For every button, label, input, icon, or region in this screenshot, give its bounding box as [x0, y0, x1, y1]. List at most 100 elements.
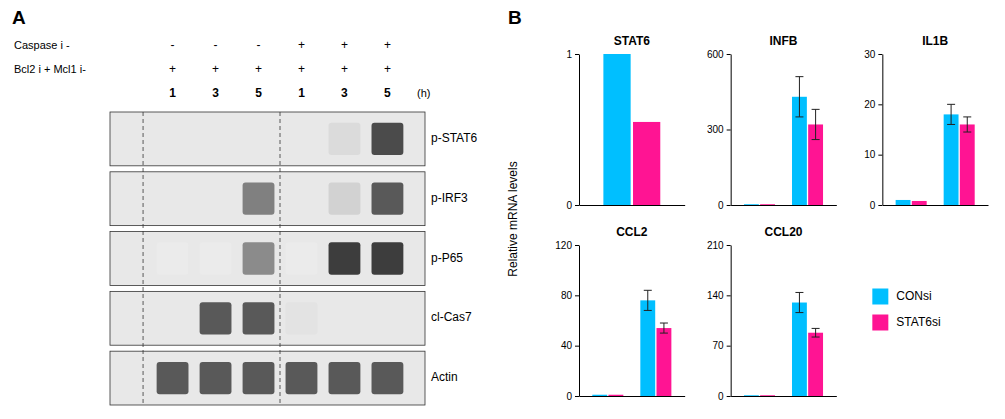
error-bar — [812, 109, 820, 139]
lane-label: + — [298, 38, 305, 52]
bar — [640, 300, 655, 396]
axis-line — [883, 205, 989, 206]
error-bar — [812, 328, 820, 337]
y-axis: 0 40 80 120 — [555, 240, 579, 402]
band-box — [110, 291, 425, 345]
tick-mark — [727, 205, 731, 206]
header-label: (h) — [417, 87, 430, 99]
bands — [157, 123, 404, 394]
error-bar — [660, 323, 668, 333]
bar-chart: 0300600INFB — [707, 34, 837, 211]
band — [286, 302, 318, 334]
y-tick: 10 — [864, 149, 882, 160]
tick-mark — [575, 295, 579, 296]
tick-mark — [878, 104, 882, 105]
bar-chart: 04080120CCL2 — [555, 225, 685, 402]
band — [243, 362, 275, 394]
error-bar-stem — [815, 328, 816, 337]
lane-separator — [280, 112, 281, 405]
bar — [960, 124, 975, 205]
tick-label: 70 — [713, 340, 725, 351]
error-bar-cap — [795, 116, 803, 117]
tick-label: 10 — [864, 149, 876, 160]
bar — [656, 328, 671, 396]
bar-chart: 01STAT6 — [566, 34, 685, 211]
y-tick: 30 — [864, 49, 882, 60]
lane-label: + — [341, 38, 348, 52]
band — [200, 302, 232, 334]
marks — [744, 77, 823, 205]
error-bar-cap — [812, 328, 820, 329]
tick-label: 1 — [566, 49, 572, 60]
tick-label: 0 — [566, 391, 572, 402]
y-tick: 80 — [561, 290, 579, 301]
band — [286, 362, 318, 394]
lane-label: 5 — [255, 86, 262, 100]
error-bar-cap — [644, 310, 652, 311]
band-box — [110, 232, 425, 286]
header-label: Bcl2 i + Mcl1 i- — [14, 63, 86, 75]
error-bar — [963, 117, 971, 132]
band — [372, 123, 404, 155]
tick-mark — [575, 396, 579, 397]
error-bar-cap — [812, 109, 820, 110]
tick-label: 30 — [864, 49, 876, 60]
lane-label: + — [212, 62, 219, 76]
header-label: Caspase i - — [14, 39, 70, 51]
marks — [603, 54, 660, 205]
band — [243, 302, 275, 334]
tick-mark — [727, 396, 731, 397]
y-axis-title: Relative mRNA levels — [506, 161, 520, 276]
y-tick: 210 — [707, 240, 731, 251]
tick-mark — [575, 205, 579, 206]
bar — [896, 200, 911, 205]
tick-mark — [878, 155, 882, 156]
y-tick: 300 — [707, 124, 731, 135]
error-bar-stem — [647, 290, 648, 310]
error-bar-stem — [663, 323, 664, 333]
lane-label: - — [257, 38, 261, 52]
marks — [744, 292, 823, 396]
tick-label: 0 — [870, 200, 876, 211]
axis-line — [579, 246, 580, 397]
tick-mark — [878, 54, 882, 55]
error-bar — [947, 104, 955, 124]
figure: A---+++++++++135135Caspase i -Bcl2 i + M… — [0, 0, 1005, 419]
error-bar — [795, 292, 803, 312]
axis-line — [579, 55, 580, 206]
panel-label: B — [508, 7, 522, 28]
lane-label: + — [384, 62, 391, 76]
row-label: cl-Cas7 — [431, 310, 472, 324]
error-bar-cap — [947, 124, 955, 125]
tick-label: 300 — [707, 124, 724, 135]
legend-swatch — [872, 289, 888, 305]
error-bar-cap — [812, 139, 820, 140]
error-bar — [795, 77, 803, 117]
band-box — [110, 112, 425, 166]
blot-panel: A---+++++++++135135Caspase i -Bcl2 i + M… — [12, 7, 478, 405]
bar-chart: 070140210CCL20 — [707, 225, 837, 402]
error-bar-cap — [812, 337, 820, 338]
tick-label: 20 — [864, 99, 876, 110]
tick-label: 120 — [555, 240, 572, 251]
band — [286, 242, 318, 274]
y-tick: 40 — [561, 340, 579, 351]
error-bar — [644, 290, 652, 310]
y-tick: 0 — [870, 200, 883, 211]
bar — [744, 395, 759, 396]
axis-line — [731, 396, 837, 397]
y-tick: 140 — [707, 290, 731, 301]
tick-label: 210 — [707, 240, 724, 251]
lane-label: - — [171, 38, 175, 52]
tick-mark — [878, 205, 882, 206]
tick-mark — [727, 130, 731, 131]
y-tick: 1 — [566, 49, 579, 60]
band — [329, 242, 361, 274]
panel-label: A — [12, 7, 26, 28]
bar-chart: 0102030IL1B — [864, 34, 988, 211]
band — [200, 242, 232, 274]
chart-title: CCL20 — [764, 225, 802, 239]
band — [372, 242, 404, 274]
band — [200, 362, 232, 394]
lane-label: + — [341, 62, 348, 76]
